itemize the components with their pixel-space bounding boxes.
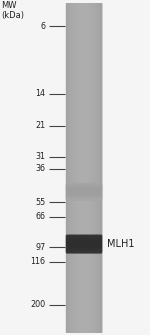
Text: 36: 36: [36, 164, 46, 173]
Text: 14: 14: [36, 89, 46, 98]
Text: 200: 200: [30, 300, 46, 310]
Text: 66: 66: [36, 212, 46, 221]
Text: 31: 31: [36, 152, 46, 161]
Text: 97: 97: [35, 243, 46, 252]
Text: 6: 6: [41, 22, 46, 31]
Text: 55: 55: [35, 198, 46, 207]
Text: 116: 116: [31, 257, 46, 266]
Text: MLH1: MLH1: [107, 239, 135, 249]
Text: 21: 21: [36, 121, 46, 130]
Text: MW
(kDa): MW (kDa): [2, 1, 24, 20]
